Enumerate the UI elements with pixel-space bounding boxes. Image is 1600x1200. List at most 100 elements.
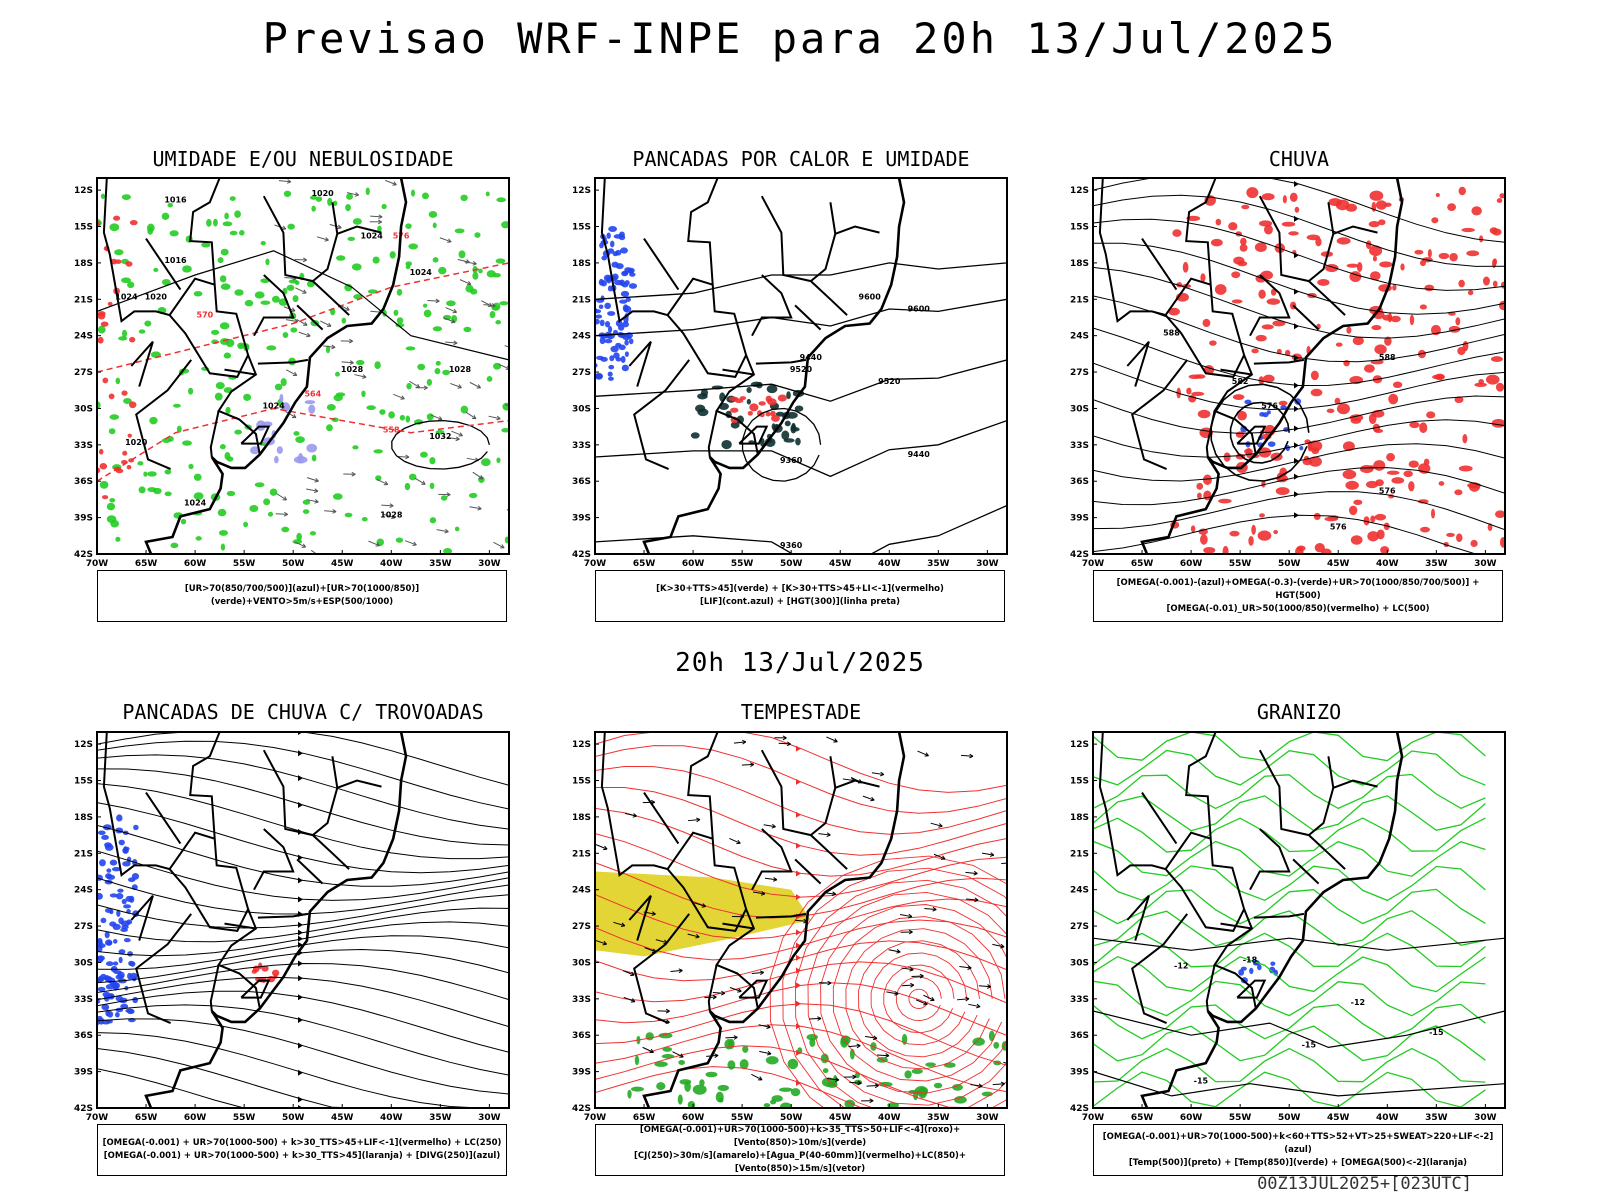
humidity-green-area [405,346,416,351]
rain-red-area [1414,249,1424,255]
panel-title: GRANIZO [1256,700,1342,724]
lifted-index-area [609,240,615,248]
divergence-area [97,892,103,900]
lat-tick-label: 12S [74,186,93,196]
lifted-index-area [595,314,603,319]
contour-label: 564 [304,389,321,398]
wind-vector [323,345,336,348]
wind-vector [795,919,808,922]
legend-text: [OMEGA(-0.001) + UR>70(1000-500) + k>30_… [103,1151,501,1161]
humidity-red-area [125,261,133,267]
forecast-map: 1016 1020 1016 1020 1024 1024 1024 1028 1028 1032… [74,177,510,569]
humidity-green-area [238,230,245,236]
lon-tick-label: 30W [1474,1113,1497,1123]
rain-red-area [1375,200,1387,210]
wind-vector [306,488,319,492]
lon-tick-label: 55W [1229,559,1252,569]
lat-tick-label: 24S [1070,332,1089,342]
wind-vector [624,812,637,817]
instability-area [784,420,791,427]
streamline [595,893,1007,940]
rain-red-area [1353,499,1363,506]
rain-red-area [1239,243,1248,252]
wind-vector [670,969,683,973]
humidity-blue-area [280,402,291,412]
wind-vector [819,982,832,984]
humidity-green-area [169,230,179,237]
humidity-green-area [315,196,323,202]
lat-tick-label: 39S [1070,514,1089,524]
divergence-area [101,834,109,841]
wind-vector [324,510,337,513]
wind-vector [924,907,937,911]
divergence-area [116,814,123,822]
lat-tick-label: 15S [572,223,591,233]
streamline [807,891,1007,1106]
contour-label: 1028 [380,511,403,520]
rain-red-area [1375,479,1384,487]
rain-red-area [1370,515,1376,523]
rain-red-area [1458,186,1466,196]
instability-area [775,411,785,417]
rain-red-area [1231,271,1241,279]
wind-vector [764,877,777,881]
humidity-green-area [344,283,353,292]
humidity-green-area [423,309,432,318]
humidity-green-area [109,223,120,232]
lat-tick-label: 42S [1070,550,1089,560]
lat-tick-label: 42S [1070,1104,1089,1114]
lon-tick-label: 35W [1425,559,1448,569]
height-contour [595,262,1007,300]
lifted-index-area [601,255,608,261]
lon-tick-label: 35W [927,559,950,569]
humidity-red-area [129,336,136,343]
contour-label: 588 [1163,329,1180,338]
lifted-index-area [606,232,611,239]
lon-tick-label: 65W [633,559,656,569]
lat-tick-label: 30S [1070,404,1089,414]
rain-red-area [1222,545,1229,554]
lat-tick-label: 36S [74,477,93,487]
hail-blue-area [1249,967,1254,975]
rain-red-area [1348,505,1358,516]
rain-red-area [1409,421,1420,429]
humidity-green-area [309,195,318,200]
humidity-red-area [98,448,104,455]
rain-red-area [1431,508,1436,519]
humidity-green-area [470,288,478,295]
wind-green-area [634,1055,640,1066]
streamline [595,833,1007,898]
humidity-green-area [296,532,302,541]
lifted-index-area [598,304,604,309]
contour-label: -15 [1194,1077,1209,1086]
lat-tick-label: 33S [572,441,591,451]
wind-vector [488,415,501,420]
lat-tick-label: 15S [572,777,591,787]
rain-red-area [1336,237,1351,245]
rain-blue-area [1299,445,1304,451]
rain-red-area [1191,391,1205,397]
temp850-contour [1093,955,1486,993]
streamline [595,961,1007,1004]
rain-red-area [1427,248,1432,258]
divergence-area [115,1012,120,1018]
divergence-area [120,920,130,927]
lat-tick-label: 21S [74,295,93,305]
legend-box: [OMEGA(-0.001) + UR>70(1000-500) + k>30_… [97,1124,507,1176]
legend-text: [OMEGA(-0.001)+UR>70(1000-500)+k<60+TTS>… [1102,1131,1494,1155]
contour-label: 570 [197,310,214,319]
rain-red-area [1232,394,1245,400]
wind-green-area [717,1084,730,1091]
humidity-green-area [244,299,254,307]
rain-red-area [1470,539,1478,547]
wind-vector [383,513,396,519]
humidity-green-area [496,197,506,203]
streamline [1093,266,1505,339]
instability-red-area [730,407,739,413]
wind-vector [687,933,700,938]
humidity-green-area [161,278,171,286]
humidity-green-area [486,376,493,382]
humidity-red-area [100,321,109,327]
instability-area [771,423,776,430]
rain-red-area [1255,334,1267,342]
